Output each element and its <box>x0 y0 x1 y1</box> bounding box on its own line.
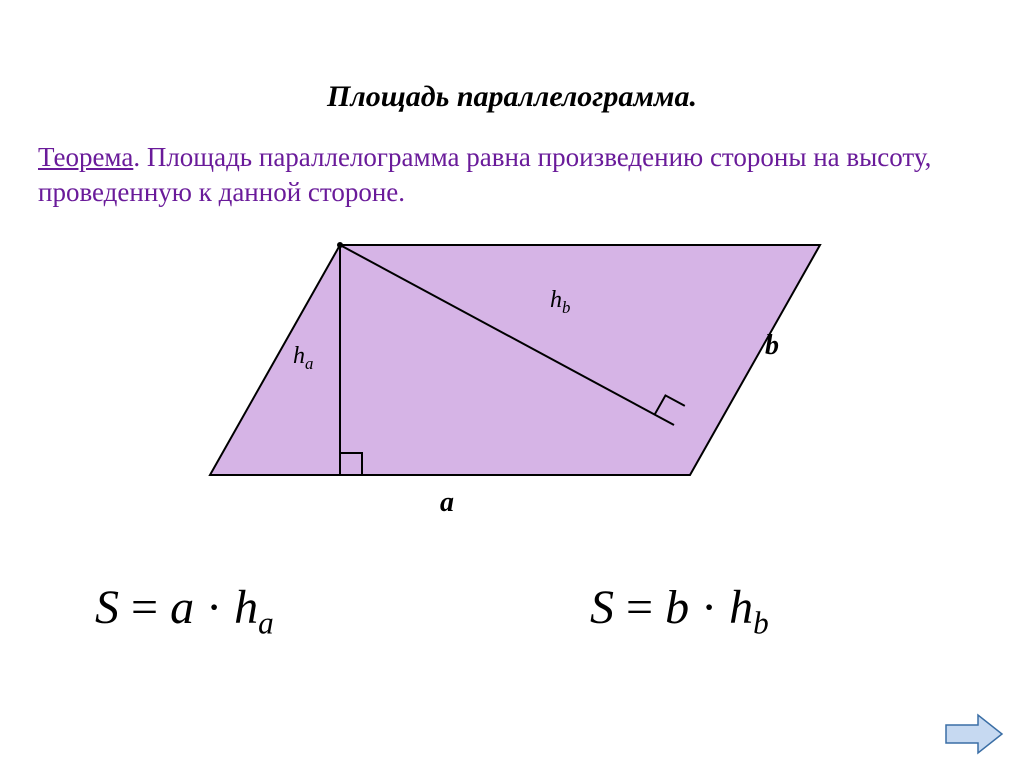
label-a-text: a <box>440 487 454 518</box>
label-ha-h: h <box>293 343 305 369</box>
formula-b-h: h <box>729 581 753 634</box>
formula-a-var: a <box>170 581 194 634</box>
formula-a-S: S <box>95 581 119 634</box>
formula-b-sub: b <box>753 606 769 641</box>
formula-a-eq: = <box>119 581 170 634</box>
parallelogram-diagram: a b ha hb <box>180 225 850 505</box>
label-hb-sub: b <box>562 298 570 317</box>
next-button[interactable] <box>944 713 1004 755</box>
label-hb: hb <box>550 287 570 318</box>
formula-b-eq: = <box>614 581 665 634</box>
theorem: Теорема. Площадь параллелограмма равна п… <box>38 140 986 210</box>
label-ha: ha <box>293 343 313 374</box>
formula-a-dot: · <box>194 581 234 634</box>
formula-a: S = a · ha <box>95 580 274 642</box>
formula-b-S: S <box>590 581 614 634</box>
formula-b-dot: · <box>689 581 729 634</box>
page-title: Площадь параллелограмма. <box>0 80 1024 114</box>
formula-a-h: h <box>234 581 258 634</box>
parallelogram-svg <box>180 225 850 525</box>
title-text: Площадь параллелограмма. <box>327 80 697 113</box>
label-b-text: b <box>765 330 779 361</box>
label-a: a <box>440 487 454 519</box>
formula-b-var: b <box>665 581 689 634</box>
formula-a-sub: a <box>258 606 274 641</box>
arrow-right-icon <box>944 713 1004 755</box>
theorem-body: . Площадь параллелограмма равна произвед… <box>38 142 931 207</box>
label-b: b <box>765 330 779 362</box>
label-ha-sub: a <box>305 354 313 373</box>
theorem-word: Теорема <box>38 142 133 172</box>
label-hb-h: h <box>550 287 562 313</box>
formula-b: S = b · hb <box>590 580 769 642</box>
